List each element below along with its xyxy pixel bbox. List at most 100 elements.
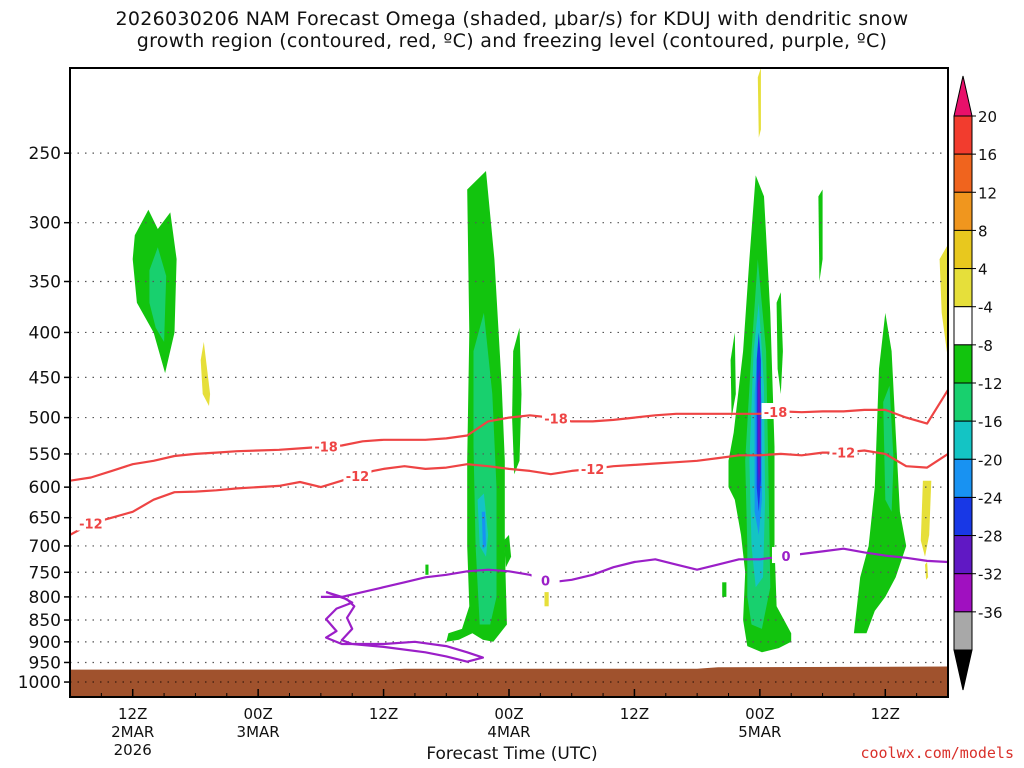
colorbar-bottom-triangle <box>953 649 973 691</box>
x-tick-year: 2026 <box>114 741 152 759</box>
plot-background <box>70 68 948 697</box>
x-tick-date: 4MAR <box>487 723 530 741</box>
y-tick-label: 300 <box>29 214 61 234</box>
y-tick-label: 550 <box>29 445 61 465</box>
colorbar-bin <box>953 496 973 537</box>
contour-minus12-label-bg <box>343 466 372 483</box>
contour-minus12-label: -12 <box>346 470 370 485</box>
contour-minus18 <box>70 389 948 482</box>
omega-small-green-1 <box>503 534 512 568</box>
omega-positive-yellow-6 <box>925 562 929 580</box>
omega-small-green-2 <box>425 564 429 575</box>
y-tick-label: 1000 <box>18 673 61 693</box>
contour-minus12-label-bg <box>578 459 607 476</box>
contour-minus12-label: -12 <box>581 463 605 478</box>
colorbar-label: -8 <box>978 337 993 355</box>
omega-small-green-3 <box>730 332 736 418</box>
y-tick-label: 650 <box>29 509 61 529</box>
omega-column-4mar-side <box>512 327 522 475</box>
contour-minus12 <box>70 449 948 536</box>
contour-minus18-label: -18 <box>314 441 338 456</box>
contour-freezing-lower-loop <box>325 591 484 663</box>
contour-freezing <box>320 547 948 598</box>
x-tick-label: 00Z <box>494 705 523 723</box>
colorbar-bin <box>953 382 973 422</box>
colorbar-label: -32 <box>978 566 1003 584</box>
colorbar-bin <box>953 573 973 613</box>
contour-minus12-label: -12 <box>832 447 856 462</box>
omega-positive-yellow-5 <box>757 68 761 138</box>
contour-minus12-label-bg <box>829 443 858 460</box>
contour-minus12-label: -12 <box>79 518 103 533</box>
y-tick-label: 500 <box>29 409 61 429</box>
x-tick-label: 12Z <box>118 705 147 723</box>
x-axis-title: Forecast Time (UTC) <box>426 744 598 764</box>
chart-title: 2026030206 NAM Forecast Omega (shaded, μ… <box>0 8 1024 52</box>
omega-column-4mar-teal <box>473 312 497 625</box>
colorbar-label: -16 <box>978 413 1003 431</box>
colorbar-label: -4 <box>978 299 993 317</box>
omega-positive-yellow-3 <box>920 480 932 557</box>
y-tick-label: 450 <box>29 368 61 388</box>
x-tick-label: 12Z <box>620 705 649 723</box>
omega-positive-yellow-4 <box>939 244 948 360</box>
colorbar-label: 16 <box>978 146 997 164</box>
y-tick-label: 950 <box>29 653 61 673</box>
omega-column-5mar-purple <box>757 368 761 488</box>
y-tick-label: 350 <box>29 273 61 293</box>
contour-freezing-label: 0 <box>781 550 790 565</box>
chart-title-line2: growth region (contoured, red, ºC) and f… <box>136 30 888 52</box>
y-tick-label: 250 <box>29 144 61 164</box>
contour-minus18-label: -18 <box>764 406 788 421</box>
y-tick-label: 850 <box>29 611 61 631</box>
colorbar-bin <box>953 153 973 193</box>
x-tick-date: 2MAR <box>111 723 154 741</box>
colorbar-bin <box>953 191 973 231</box>
contour-freezing-label-bg <box>531 571 560 588</box>
colorbar-label: -28 <box>978 528 1003 546</box>
colorbar-bin <box>953 229 973 270</box>
colorbar-bin <box>953 458 973 498</box>
contour-freezing-label-bg <box>771 547 800 564</box>
colorbar-bin <box>953 344 973 384</box>
omega-column-5mar-side <box>776 292 783 394</box>
x-tick-label: 12Z <box>871 705 900 723</box>
contour-minus18-label: -18 <box>544 413 568 428</box>
colorbar-bin <box>953 611 973 651</box>
y-tick-label: 400 <box>29 323 61 343</box>
x-tick-label: 12Z <box>369 705 398 723</box>
contour-minus12-label-bg <box>76 514 105 531</box>
contour-minus18-label-bg <box>312 437 341 454</box>
contour-freezing-label: 0 <box>541 574 550 589</box>
colorbar-label: 4 <box>978 261 988 279</box>
omega-small-green-4 <box>818 189 823 282</box>
colorbar-bin <box>953 420 973 460</box>
omega-small-green-5 <box>722 582 727 597</box>
omega-cell-upper-left-core <box>149 247 167 342</box>
colorbar-bin <box>953 306 973 346</box>
chart-title-line1: 2026030206 NAM Forecast Omega (shaded, μ… <box>115 8 909 30</box>
x-tick-label: 00Z <box>243 705 272 723</box>
colorbar-label: 8 <box>978 222 988 240</box>
omega-positive-yellow-1 <box>200 341 211 406</box>
omega-column-4mar-blue <box>481 511 486 549</box>
colorbar-label: 20 <box>978 108 997 126</box>
omega-column-late-teal <box>883 385 894 512</box>
colorbar-bin <box>953 115 973 155</box>
y-tick-label: 700 <box>29 537 61 557</box>
colorbar-bin <box>953 535 973 575</box>
credit-link[interactable]: coolwx.com/models <box>860 744 1014 762</box>
omega-positive-yellow-2 <box>544 592 549 607</box>
y-tick-label: 750 <box>29 563 61 583</box>
colorbar-label: -20 <box>978 451 1003 469</box>
y-tick-label: 800 <box>29 588 61 608</box>
y-tick-label: 900 <box>29 633 61 653</box>
contour-minus18-label-bg <box>761 403 790 420</box>
colorbar-label: -12 <box>978 375 1003 393</box>
y-tick-label: 600 <box>29 478 61 498</box>
colorbar-bin <box>953 268 973 308</box>
colorbar-label: -24 <box>978 489 1003 507</box>
ground-surface <box>70 666 948 697</box>
contour-minus18-label-bg <box>542 409 571 426</box>
